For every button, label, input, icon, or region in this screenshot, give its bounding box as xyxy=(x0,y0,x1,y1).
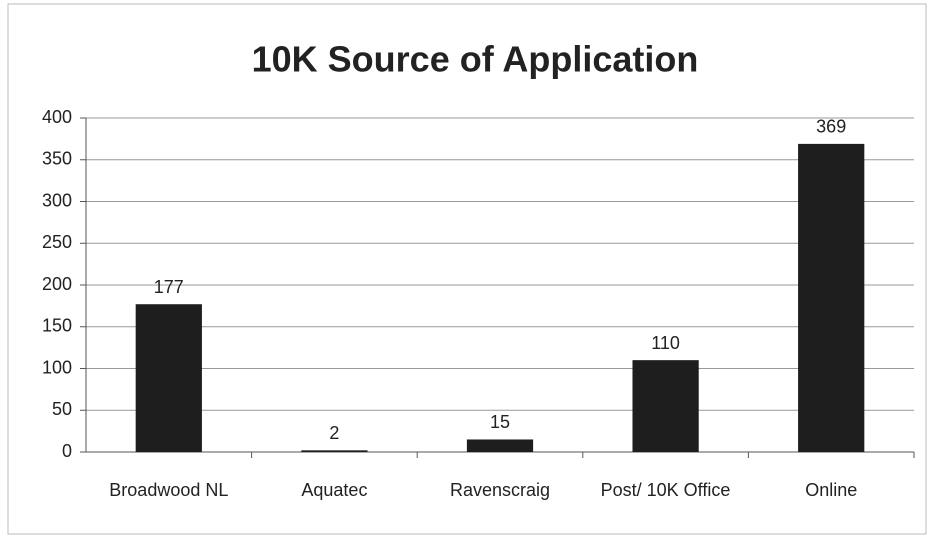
y-tick-label: 400 xyxy=(42,107,72,127)
bar xyxy=(301,450,368,452)
data-label: 2 xyxy=(329,423,339,443)
bar xyxy=(466,439,534,452)
bar xyxy=(632,360,699,452)
y-tick-label: 50 xyxy=(52,399,72,419)
chart-border xyxy=(7,3,927,535)
data-label: 369 xyxy=(816,117,846,137)
data-label: 110 xyxy=(651,333,680,353)
data-label: 177 xyxy=(154,277,184,297)
chart-title: 10K Source of Application xyxy=(252,39,699,80)
x-tick-label: Ravenscraig xyxy=(450,480,551,500)
x-tick-label: Broadwood NL xyxy=(109,480,229,500)
y-tick-label: 300 xyxy=(42,190,72,210)
y-tick-label: 250 xyxy=(42,232,72,252)
bar xyxy=(135,304,202,452)
data-label: 15 xyxy=(490,412,510,432)
x-tick-label: Online xyxy=(805,480,858,500)
y-tick-label: 350 xyxy=(42,149,72,169)
y-tick-label: 150 xyxy=(42,316,72,336)
x-tick-label: Post/ 10K Office xyxy=(600,480,731,500)
x-tick-label: Aquatec xyxy=(301,480,368,500)
y-tick-label: 200 xyxy=(42,274,72,294)
y-tick-label: 100 xyxy=(42,357,72,377)
y-tick-label: 0 xyxy=(62,441,72,461)
bar xyxy=(798,143,865,452)
